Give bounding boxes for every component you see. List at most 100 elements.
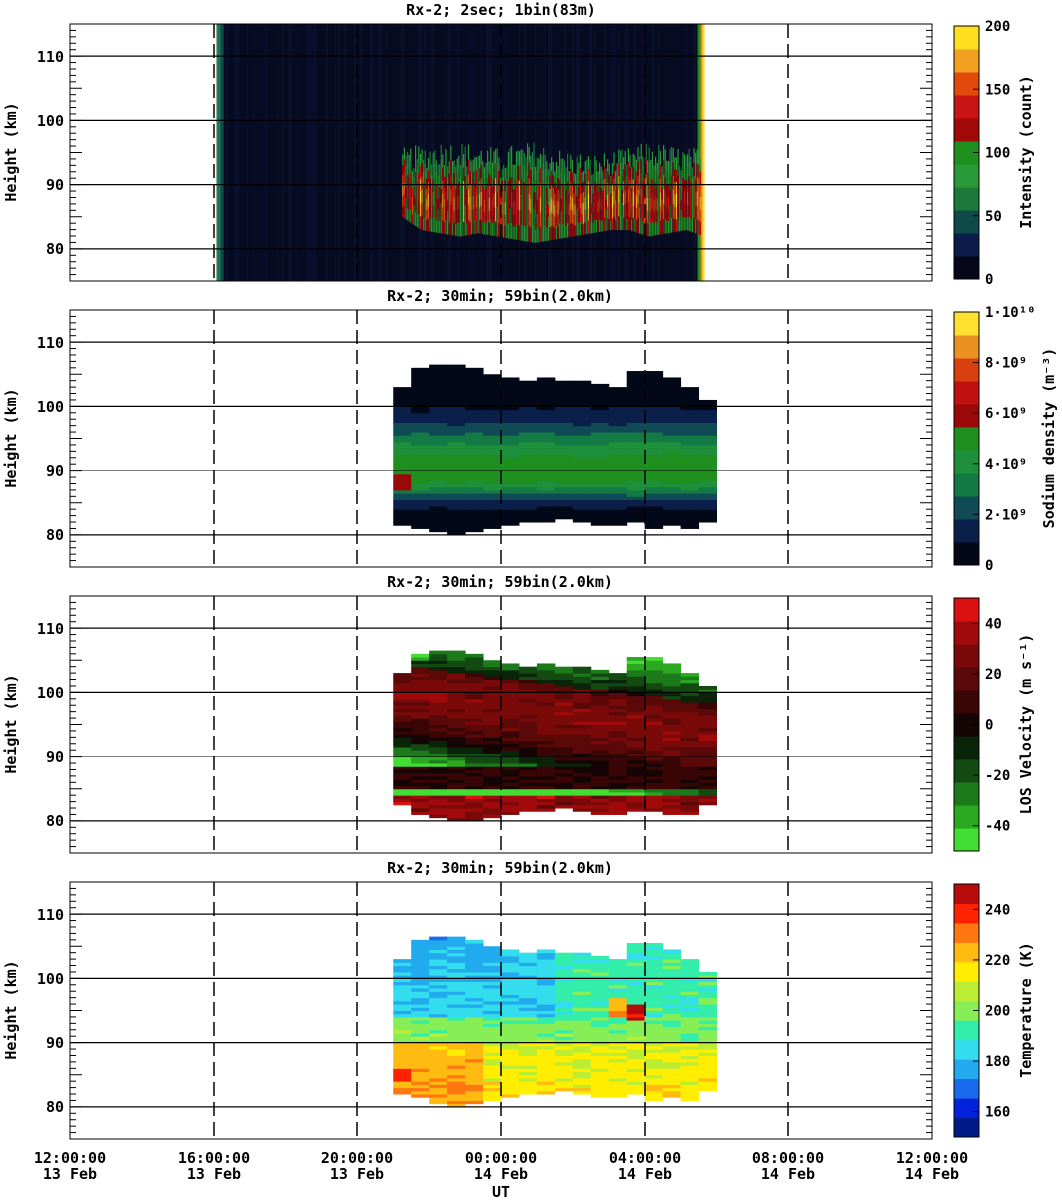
panel-3-cell: [483, 673, 502, 677]
panel-4-cell: [698, 1068, 717, 1073]
panel-4-cell: [590, 1036, 610, 1040]
panel-2-cell: [429, 467, 448, 472]
panel-1-layer-sample: [591, 223, 593, 234]
panel-2-cell: [429, 412, 448, 417]
panel-3-cell: [483, 814, 502, 819]
panel-3-cell: [411, 714, 430, 719]
panel-3-cell: [626, 746, 646, 751]
panel-3-cell: [680, 702, 700, 706]
panel-1-layer-sample: [440, 218, 442, 234]
panel-3-cell: [644, 772, 664, 777]
panel-1-layer-sample: [455, 189, 457, 202]
panel-2-cell: [483, 419, 502, 423]
panel-2-cell: [518, 509, 538, 513]
panel-4-cell: [572, 955, 592, 960]
xtick-time-6: 12:00:00: [896, 1149, 968, 1167]
panel-3-cell: [644, 695, 664, 700]
panel-2-yticks: 80 90 100 110: [37, 334, 64, 544]
panel-3-cell: [393, 734, 412, 738]
panel-1-layer-sample: [690, 206, 692, 220]
panel-1-colorbar-tick-4: 200: [985, 19, 1010, 35]
panel-3-cell: [680, 753, 700, 758]
panel-3-cell: [518, 730, 538, 735]
panel-4-cell: [501, 1013, 520, 1018]
panel-4-cell: [662, 959, 682, 963]
panel-1-layer-sample: [674, 219, 676, 233]
panel-2-cell: [662, 518, 682, 523]
panel-1-colorbar-tick-1: 50: [985, 209, 1002, 225]
panel-4-cell: [626, 1081, 646, 1085]
panel-3-cell: [429, 682, 448, 687]
panel-4-cell: [644, 1058, 664, 1063]
panel-3-cell: [554, 759, 574, 764]
panel-2-cell: [680, 493, 700, 497]
panel-1-title: Rx-2; 2sec; 1bin(83m): [406, 1, 596, 19]
panel-1-layer-sample: [575, 174, 577, 185]
panel-3-cell: [501, 727, 520, 732]
panel-1-layer-sample: [634, 180, 636, 194]
panel-2-cell: [483, 457, 502, 462]
panel-1-layer-sample: [519, 166, 521, 182]
panel-2-cell: [554, 435, 574, 439]
panel-1-layer-sample: [442, 206, 444, 221]
panel-4-cell: [411, 959, 430, 963]
panel-4-cell: [501, 994, 520, 999]
panel-2-cell: [411, 512, 430, 517]
panel-1-layer-sample: [407, 208, 409, 221]
panel-1-layer-sample: [511, 207, 513, 224]
panel-1-layer-sample: [672, 189, 674, 205]
panel-1-layer-sample: [559, 194, 561, 210]
panel-2-cell: [411, 374, 430, 378]
panel-4-cell: [662, 1087, 682, 1092]
panel-3-cell: [572, 669, 592, 674]
panel-2-cell: [465, 489, 484, 494]
panel-2-cell: [626, 438, 646, 443]
panel-3-cell: [608, 718, 628, 722]
panel-1-layer-sample: [587, 207, 590, 221]
panel-1-layer-sample: [663, 145, 665, 161]
panel-1-layer-sample: [594, 219, 596, 233]
panel-1-layer-sample: [495, 206, 497, 222]
panel-3-cell: [429, 718, 448, 722]
panel-4-cell: [680, 959, 700, 963]
panel-2-cell: [626, 374, 646, 378]
panel-1-layer-sample: [536, 185, 538, 201]
panel-1-layer-sample: [463, 208, 465, 223]
panel-3-cell: [644, 801, 664, 806]
panel-4-cell: [590, 988, 610, 992]
panel-3-cell: [590, 714, 610, 719]
panel-2-cell: [644, 448, 664, 452]
panel-3-cell: [393, 769, 412, 774]
panel-4-cell: [590, 1084, 610, 1089]
panel-1-layer-sample: [659, 164, 662, 180]
panel-2-cell: [483, 486, 502, 491]
panel-2-cell: [393, 464, 412, 468]
panel-1-layer-sample: [549, 201, 551, 215]
panel-3-cell: [644, 743, 664, 748]
panel-1-layer-sample: [685, 217, 687, 231]
panel-1-layer-sample: [629, 204, 631, 218]
panel-3-cell: [465, 804, 484, 809]
panel-3-cell: [447, 759, 466, 764]
panel-2-cell: [662, 480, 682, 484]
panel-3-cell: [429, 791, 448, 796]
panel-1-layer-sample: [608, 185, 610, 198]
panel-1-layer-sample: [619, 216, 622, 231]
panel-3-cell: [518, 669, 538, 674]
panel-2-cell: [483, 454, 502, 459]
panel-2-cell: [572, 477, 592, 481]
panel-2-cell: [429, 464, 448, 468]
panel-1-layer-sample: [496, 148, 498, 164]
panel-1-layer-sample: [495, 149, 497, 165]
panel-3-cell: [554, 795, 574, 799]
panel-2-cell: [483, 374, 502, 378]
panel-2-cell: [447, 451, 466, 456]
panel-1-layer-sample: [667, 196, 670, 210]
panel-3-cell: [501, 766, 520, 770]
panel-2-cell: [608, 419, 628, 423]
panel-1-layer-sample: [597, 211, 599, 223]
panel-1-layer-sample: [696, 149, 698, 165]
panel-1-layer-sample: [611, 185, 614, 197]
panel-4-cell: [518, 1010, 538, 1015]
panel-1-layer-sample: [459, 224, 462, 237]
